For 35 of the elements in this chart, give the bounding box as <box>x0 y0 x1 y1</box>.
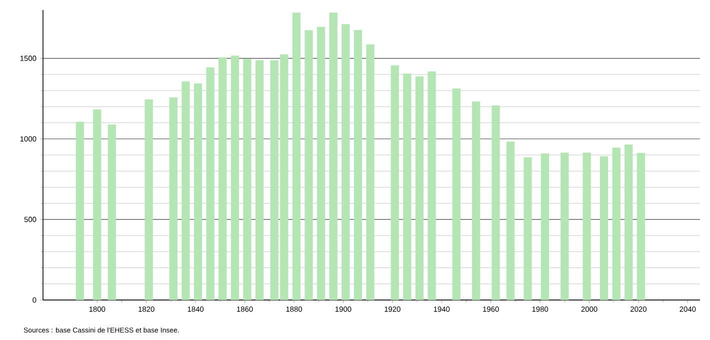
bar <box>415 76 424 300</box>
bar <box>540 154 550 300</box>
bar <box>230 56 239 300</box>
bar <box>636 152 646 300</box>
bar <box>428 71 436 300</box>
bar <box>144 99 153 300</box>
bar <box>342 24 350 300</box>
bar <box>524 157 532 300</box>
bar <box>390 65 399 300</box>
bar <box>492 106 500 300</box>
bar <box>624 144 633 300</box>
bar <box>194 83 202 300</box>
bar <box>108 124 116 300</box>
bar <box>317 26 326 300</box>
bar <box>560 152 569 300</box>
bar <box>452 88 460 300</box>
bar <box>472 102 480 300</box>
bar <box>76 122 84 300</box>
bar <box>182 81 190 300</box>
bar <box>366 44 374 300</box>
bar <box>329 12 338 300</box>
bar <box>403 74 412 300</box>
bar <box>506 142 515 300</box>
bar <box>582 152 591 300</box>
bar <box>255 60 264 300</box>
bar <box>169 97 178 300</box>
bar <box>304 30 313 300</box>
bar <box>612 148 620 300</box>
bar <box>206 67 214 300</box>
bar <box>292 12 301 300</box>
bar <box>354 30 362 300</box>
bar <box>243 58 252 300</box>
bar <box>600 156 608 300</box>
bar <box>218 57 227 300</box>
bar <box>93 109 102 300</box>
